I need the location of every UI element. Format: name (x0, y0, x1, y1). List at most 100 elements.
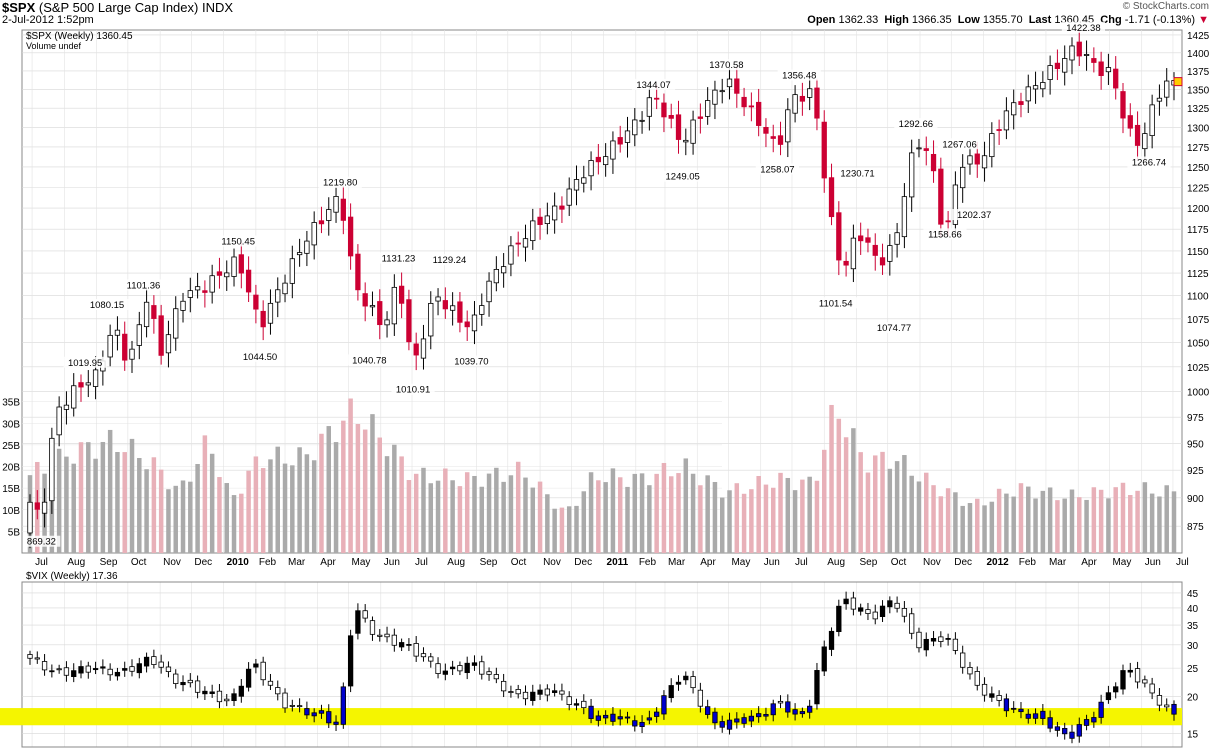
spx-y-tick-label: 1025 (1187, 363, 1210, 374)
volume-bar (967, 503, 973, 553)
spx-y-tick-label: 950 (1187, 439, 1204, 450)
x-axis-label: Nov (543, 557, 561, 568)
volume-bar (158, 469, 164, 553)
spx-candle-body (894, 232, 900, 245)
volume-bar (93, 458, 98, 553)
volume-bar (275, 446, 280, 553)
x-axis-label: Jul (35, 557, 48, 568)
spx-y-tick-label: 1075 (1187, 315, 1210, 326)
vix-candle-body (923, 638, 929, 651)
vix-candle-body (981, 683, 988, 696)
volume-bar (719, 497, 725, 553)
spx-candle-body (267, 302, 274, 324)
vix-candle-body (224, 698, 230, 702)
x-axis-label: Dec (574, 557, 592, 568)
spx-candle-body (777, 135, 784, 145)
spx-candle-body (646, 97, 653, 117)
volume-bar (661, 462, 667, 553)
vix-candle-body (566, 696, 572, 705)
vix-candle-body (799, 711, 806, 715)
spx-candle-body (369, 305, 376, 308)
spx-candle-body (734, 78, 740, 94)
vix-candle-body (581, 700, 587, 709)
spx-candle-body (231, 256, 237, 277)
price-annotation: 1101.54 (819, 298, 853, 309)
vix-candle-body (1069, 731, 1075, 739)
volume-bar (741, 493, 747, 553)
spx-y-tick-label: 1225 (1187, 183, 1210, 194)
vix-candle-body (1171, 703, 1177, 715)
spx-candle-body (996, 129, 1002, 131)
volume-bar (1171, 491, 1177, 553)
vix-candle-body (406, 644, 412, 646)
volume-bar (668, 476, 674, 553)
vix-candle-body (515, 689, 521, 695)
spx-candle-body (559, 205, 565, 210)
vix-candle-body (56, 668, 62, 671)
vix-candle-body (369, 620, 376, 635)
spx-candle-body (209, 275, 215, 293)
volume-bar (304, 454, 310, 553)
spx-candle-body (901, 196, 908, 238)
spx-candle-body (544, 215, 550, 224)
volume-bar (166, 489, 171, 553)
volume-bar (362, 429, 368, 553)
spx-candle-body (304, 240, 310, 254)
vix-candle-body (27, 654, 33, 659)
annotation-bg (952, 209, 996, 221)
volume-bar (938, 496, 944, 553)
spx-y-tick-label: 1250 (1187, 163, 1210, 174)
x-axis-label: Apr (1081, 557, 1097, 568)
volume-bar (617, 477, 623, 553)
spx-candle-body (522, 238, 529, 248)
volume-bar (749, 489, 754, 553)
volume-bar (107, 429, 113, 553)
x-axis-label: May (1112, 557, 1131, 568)
vix-candle-body (282, 692, 288, 709)
spx-candle-body (661, 102, 667, 118)
spx-candle-body (194, 286, 201, 291)
vix-candle-body (1040, 710, 1046, 719)
volume-bar (494, 467, 499, 553)
vix-candle-body (777, 700, 784, 704)
spx-candle-body (173, 308, 179, 339)
vix-candle-body (464, 662, 470, 674)
spx-candle-body (530, 220, 536, 242)
spx-candle-body (566, 188, 572, 206)
spx-candle-body (573, 179, 580, 191)
vix-candle-body (333, 721, 339, 725)
volume-bar (654, 473, 659, 553)
vix-candle-body (275, 687, 281, 695)
spx-candle-body (63, 404, 70, 410)
spx-candle-body (843, 260, 849, 266)
annotation-bg (872, 322, 916, 334)
annotation-bg (427, 254, 472, 266)
volume-bar (260, 468, 266, 553)
annotation-bg (704, 59, 748, 71)
volume-bar (909, 475, 914, 553)
vix-candle-body (377, 634, 383, 637)
spx-candle-body (748, 105, 755, 108)
spx-candle-body (1127, 115, 1133, 129)
vix-candle-body (1164, 704, 1170, 708)
vix-candle-body (158, 661, 164, 668)
spx-candle-body (828, 177, 835, 218)
volume-bar (588, 472, 594, 553)
volume-bar (413, 473, 419, 553)
volume-bar (1120, 482, 1126, 553)
brand[interactable]: © StockCharts.com (1122, 1, 1209, 12)
vix-candle-body (238, 685, 244, 697)
spx-y-tick-label: 1175 (1187, 225, 1209, 236)
x-axis-label: 2011 (607, 557, 629, 568)
spx-candle-body (435, 296, 441, 302)
spx-plot-frame (21, 29, 1183, 554)
spx-candle-body (879, 257, 886, 266)
volume-bar (464, 472, 470, 553)
spx-candle-body (1018, 101, 1024, 105)
spx-candle-body (1164, 80, 1170, 98)
volume-bar (1084, 499, 1089, 553)
spx-candle-body (1054, 62, 1061, 70)
vix-candle-body (697, 689, 704, 707)
vix-candle-body (1047, 717, 1053, 729)
volume-bar (537, 481, 543, 553)
